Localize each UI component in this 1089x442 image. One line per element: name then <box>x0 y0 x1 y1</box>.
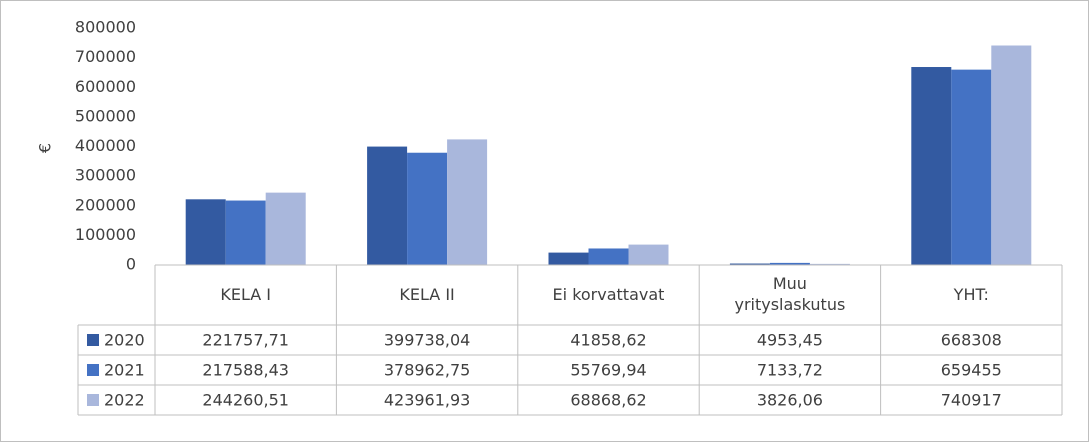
bar <box>628 244 669 265</box>
x-tick-label: Ei korvattavat <box>552 284 665 304</box>
data-label: 399738,04 <box>384 331 471 350</box>
legend-label: 2022 <box>104 391 145 410</box>
legend-label: 2020 <box>104 331 145 350</box>
bar <box>588 248 629 265</box>
x-tick-cell: YHT: <box>953 284 989 304</box>
legend-label: 2021 <box>104 361 145 380</box>
x-tick-label: KELA II <box>399 284 455 304</box>
x-tick-label: Muu yrityslaskutus <box>734 274 846 314</box>
data-label: 668308 <box>941 331 1002 350</box>
data-label: 423961,93 <box>384 391 471 410</box>
legend-swatch <box>87 364 99 376</box>
y-tick-label: 200000 <box>75 195 136 214</box>
y-axis-label: € <box>36 143 55 153</box>
data-label: 55769,94 <box>570 361 646 380</box>
bar <box>225 200 266 265</box>
bar <box>769 262 810 265</box>
bar <box>911 67 952 265</box>
data-label: 68868,62 <box>570 391 646 410</box>
x-tick-label: YHT: <box>953 284 989 304</box>
y-tick-label: 300000 <box>75 166 136 185</box>
bar <box>548 252 589 265</box>
bar <box>185 199 226 265</box>
y-tick-label: 600000 <box>75 77 136 96</box>
data-label: 4953,45 <box>757 331 823 350</box>
x-tick-cell: KELA I <box>220 284 272 304</box>
data-label: 41858,62 <box>570 331 646 350</box>
bar <box>407 152 448 265</box>
data-label: 221757,71 <box>202 331 289 350</box>
data-label: 3826,06 <box>757 391 823 410</box>
data-label: 7133,72 <box>757 361 823 380</box>
data-label: 378962,75 <box>384 361 471 380</box>
data-label: 740917 <box>941 391 1002 410</box>
bar <box>809 263 850 265</box>
legend-swatch <box>87 394 99 406</box>
y-tick-label: 500000 <box>75 106 136 125</box>
y-tick-label: 100000 <box>75 225 136 244</box>
legend-swatch <box>87 334 99 346</box>
y-tick-label: 400000 <box>75 136 136 155</box>
bar <box>367 146 408 265</box>
x-tick-cell: Ei korvattavat <box>552 284 665 304</box>
y-tick-label: 0 <box>126 255 136 274</box>
x-tick-cell: Muu yrityslaskutus <box>734 274 846 314</box>
bar <box>265 192 306 265</box>
x-tick-cell: KELA II <box>399 284 455 304</box>
data-label: 217588,43 <box>202 361 289 380</box>
bar <box>729 263 770 265</box>
data-label: 659455 <box>941 361 1002 380</box>
bar <box>991 45 1032 265</box>
bar <box>951 69 992 265</box>
bar <box>447 139 488 265</box>
data-label: 244260,51 <box>202 391 289 410</box>
x-tick-label: KELA I <box>220 284 272 304</box>
y-tick-label: 700000 <box>75 47 136 66</box>
y-tick-label: 800000 <box>75 18 136 37</box>
